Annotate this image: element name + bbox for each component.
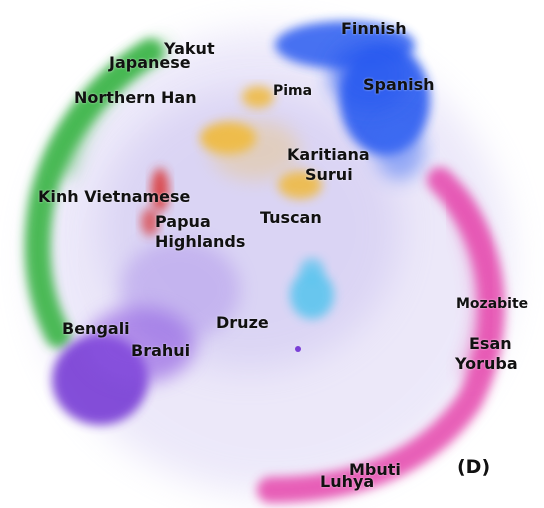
label-kinh-vietnamese: Kinh Vietnamese [38,187,191,206]
label-druze: Druze [216,313,269,332]
label-bengali: Bengali [62,319,130,338]
gold-cluster [200,86,322,199]
panel-label: (D) [457,456,491,478]
label-esan: Esan [469,334,512,353]
purple-point [295,346,301,352]
label-mbuti: Mbuti [349,460,401,479]
label-surui: Surui [305,165,353,184]
label-pima: Pima [273,83,313,99]
label-finnish: Finnish [341,19,407,38]
label-yoruba: Yoruba [455,354,518,373]
cyan-cluster [290,258,334,319]
label-brahui: Brahui [131,341,191,360]
purple-cluster [52,240,240,425]
blue-cluster [275,21,430,180]
label-mozabite: Mozabite [456,296,529,312]
label-highlands: Highlands [155,232,246,251]
label-luhya: Luhya [320,472,375,491]
label-karitiana: Karitiana [287,145,370,164]
label-papua: Papua [155,212,211,231]
red-cluster [141,168,169,236]
label-yakut: Yakut [164,39,215,58]
label-northern-han: Northern Han [74,88,197,107]
label-japanese: Japanese [109,53,191,72]
label-spanish: Spanish [363,75,435,94]
label-tuscan: Tuscan [260,208,322,227]
